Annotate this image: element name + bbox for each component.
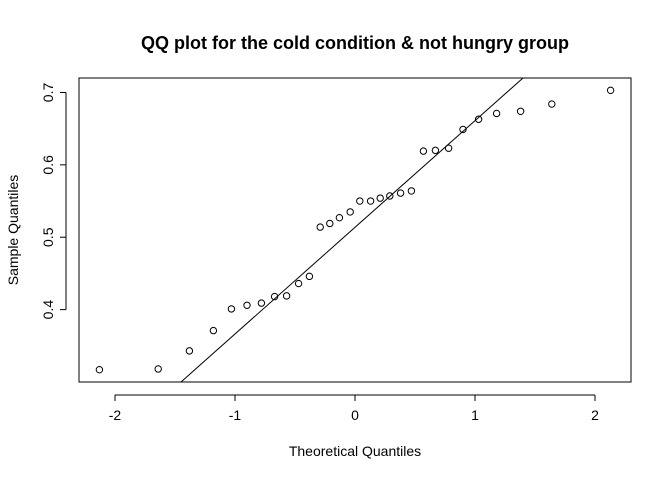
data-point xyxy=(95,365,104,374)
reference-line-group xyxy=(180,77,524,383)
x-tick-label: 0 xyxy=(351,407,359,423)
y-tick-label: 0.5 xyxy=(40,227,56,247)
data-point xyxy=(185,347,194,355)
y-tick-label: 0.6 xyxy=(40,155,56,175)
data-point xyxy=(356,197,364,205)
data-point xyxy=(548,100,556,108)
plot-frame xyxy=(78,77,632,383)
y-tick-label: 0.7 xyxy=(40,83,56,103)
data-point xyxy=(474,115,483,123)
y-axis-label: Sample Quantiles xyxy=(5,175,21,286)
x-tick-label: -1 xyxy=(229,407,242,423)
chart-title: QQ plot for the cold condition & not hun… xyxy=(141,33,569,53)
data-point xyxy=(227,305,236,313)
data-point xyxy=(346,208,354,216)
y-axis: 0.4 0.5 0.6 0.7 xyxy=(40,83,67,320)
data-point xyxy=(431,146,440,155)
qq-reference-line xyxy=(180,77,524,383)
data-point xyxy=(376,194,384,202)
data-points xyxy=(95,86,615,374)
data-point xyxy=(305,272,314,281)
data-point xyxy=(516,107,525,115)
data-point xyxy=(366,197,375,205)
data-point xyxy=(243,301,251,309)
x-axis-label: Theoretical Quantiles xyxy=(289,443,421,459)
data-point xyxy=(396,189,405,197)
data-point xyxy=(386,192,394,200)
data-point xyxy=(492,109,501,118)
data-point xyxy=(419,147,428,155)
data-point xyxy=(335,213,344,222)
x-tick-label: -2 xyxy=(109,407,122,423)
data-point xyxy=(209,326,218,335)
data-point xyxy=(407,187,416,195)
data-point xyxy=(444,144,453,152)
data-point xyxy=(282,292,291,300)
data-point xyxy=(316,223,324,231)
y-tick-label: 0.4 xyxy=(40,300,56,320)
data-point xyxy=(154,365,162,373)
data-point xyxy=(270,292,279,301)
x-tick-label: 2 xyxy=(591,407,599,423)
x-tick-label: 1 xyxy=(471,407,479,423)
data-point xyxy=(326,219,334,228)
data-point xyxy=(294,279,303,288)
data-point xyxy=(459,125,467,134)
data-point xyxy=(257,299,266,307)
data-point xyxy=(606,86,615,95)
x-axis: -2 -1 0 1 2 xyxy=(109,394,599,423)
